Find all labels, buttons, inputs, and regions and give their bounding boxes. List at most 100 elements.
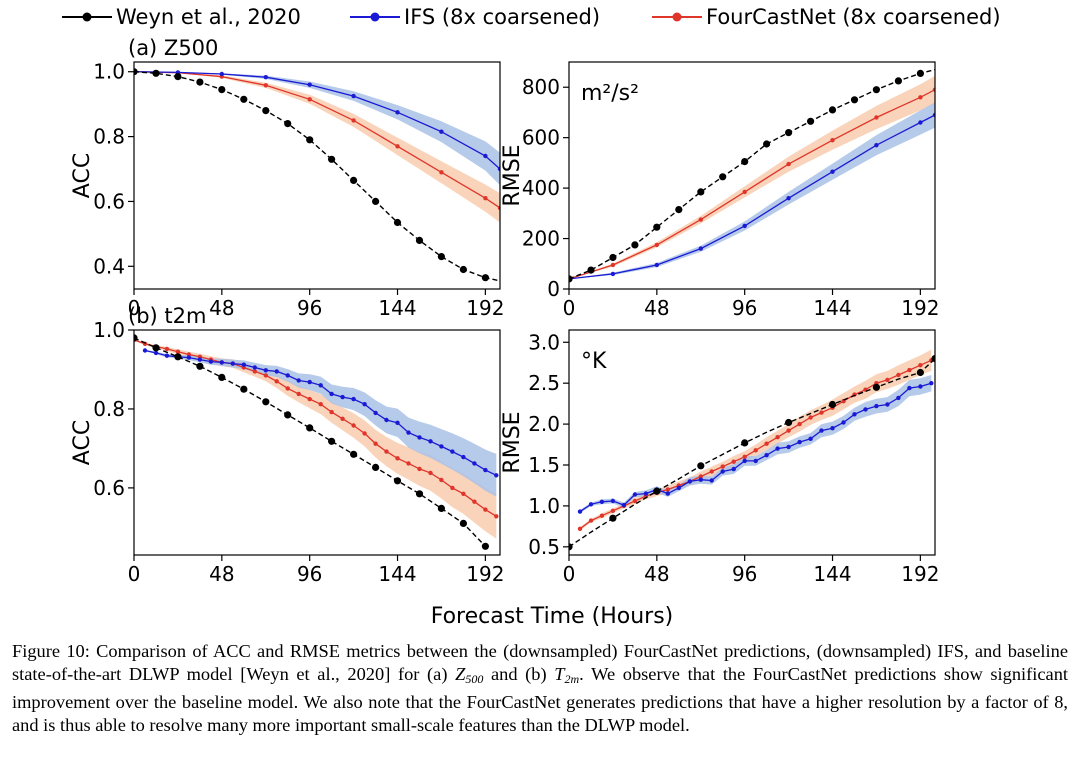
caption-text-2: and (b) [483, 664, 555, 684]
chart-panels: 0 48 96 144 192 0.4 0.6 0.8 1.0 ACC (a) Z500 0 48 96 1… [70, 36, 939, 586]
point-weyn-rmse_z500 [763, 140, 771, 148]
point-ifs-acc_t2m [274, 369, 279, 374]
axes-frame-acc_z500 [133, 61, 501, 290]
panel-title-acc_z500: (a) Z500 [128, 36, 218, 60]
y-tick-label-rmse_t2m: 0.5 [528, 535, 560, 559]
point-fcn-acc_t2m [296, 391, 301, 397]
y-axis-label-rmse_t2m: RMSE [500, 411, 525, 473]
point-ifs-acc_z500 [395, 110, 400, 115]
point-weyn-rmse_z500 [609, 253, 617, 262]
x-tick-label-acc_t2m: 48 [209, 562, 234, 586]
point-ifs-acc_t2m [164, 353, 170, 358]
point-ifs-acc_t2m [373, 410, 378, 416]
panel-title-acc_t2m: (b) t2m [128, 304, 206, 328]
point-ifs-rmse_t2m [907, 385, 912, 391]
point-ifs-rmse_t2m [863, 407, 868, 412]
point-ifs-acc_z500 [307, 82, 312, 87]
point-ifs-acc_t2m [197, 357, 203, 362]
point-weyn-acc_t2m [174, 353, 182, 361]
point-ifs-rmse_t2m [775, 446, 780, 451]
point-ifs-acc_z500 [263, 75, 268, 80]
point-weyn-rmse_t2m [653, 487, 661, 495]
point-ifs-rmse_t2m [698, 477, 703, 482]
y-axis-label-acc_z500: ACC [70, 153, 95, 198]
point-ifs-rmse_z500 [742, 223, 747, 229]
point-fcn-acc_z500 [483, 196, 488, 201]
x-tick-label-acc_z500: 0 [128, 296, 141, 320]
y-axis-label-rmse_z500: RMSE [500, 144, 525, 206]
point-fcn-acc_t2m [417, 466, 422, 472]
point-weyn-acc_z500 [134, 68, 138, 76]
point-fcn-acc_t2m [340, 416, 345, 421]
point-fcn-rmse_t2m [918, 363, 923, 368]
panel-rmse_z500: 0 48 96 144 192 0 200 400 600 800 RMSE m²/s² [500, 61, 939, 320]
point-fcn-rmse_t2m [775, 435, 780, 440]
figure: Weyn et al., 2020 IFS (8x coarsened) FourC… [62, 5, 1001, 629]
y-tick-label-acc_z500: 0.8 [93, 125, 125, 149]
point-fcn-acc_t2m [384, 449, 389, 454]
point-fcn-acc_t2m [461, 491, 466, 496]
legend-label-ifs: IFS (8x coarsened) [404, 5, 600, 29]
point-ifs-rmse_t2m [610, 498, 616, 504]
point-fcn-acc_t2m [428, 470, 433, 476]
caption-subscript-2m: 2m [564, 672, 580, 686]
x-tick-label-rmse_z500: 48 [644, 296, 669, 320]
point-ifs-rmse_z500 [786, 196, 791, 201]
point-fcn-acc_t2m [318, 402, 323, 407]
point-fcn-rmse_t2m [819, 410, 824, 415]
point-ifs-acc_t2m [241, 362, 246, 367]
point-weyn-rmse_z500 [828, 106, 837, 114]
panel-acc_t2m: 0 48 96 144 192 0.6 0.8 1.0 ACC (b) t2m [70, 304, 504, 586]
point-fcn-acc_t2m [263, 373, 268, 378]
point-fcn-rmse_z500 [698, 217, 703, 222]
point-weyn-acc_z500 [393, 218, 402, 227]
x-tick-label-acc_t2m: 192 [466, 562, 504, 586]
point-ifs-rmse_t2m [885, 402, 890, 407]
point-ifs-rmse_t2m [687, 479, 692, 484]
point-weyn-rmse_t2m [828, 400, 837, 409]
point-fcn-rmse_t2m [786, 428, 791, 433]
point-weyn-rmse_t2m [872, 383, 881, 391]
point-weyn-rmse_z500 [785, 129, 793, 137]
point-ifs-rmse_t2m [577, 509, 583, 514]
point-ifs-acc_t2m [461, 454, 466, 460]
y-tick-label-rmse_z500: 400 [522, 176, 560, 200]
plot-area-acc_t2m [134, 334, 499, 550]
point-fcn-rmse_t2m [896, 372, 901, 378]
x-tick-label-rmse_z500: 0 [563, 296, 576, 320]
line-fcn-acc_t2m [134, 339, 497, 517]
plot-area-acc_z500 [134, 68, 500, 282]
point-ifs-acc_t2m [395, 420, 400, 425]
point-ifs-rmse_t2m [676, 485, 681, 491]
point-ifs-acc_t2m [362, 402, 367, 407]
point-weyn-rmse_t2m [741, 439, 749, 447]
point-weyn-acc_t2m [196, 362, 204, 370]
y-tick-label-rmse_z500: 200 [522, 227, 560, 251]
point-weyn-acc_z500 [174, 73, 182, 81]
point-ifs-rmse_t2m [841, 420, 846, 425]
point-weyn-acc_t2m [262, 398, 270, 406]
point-ifs-acc_t2m [483, 467, 488, 473]
point-weyn-rmse_z500 [872, 86, 881, 94]
point-weyn-acc_z500 [196, 78, 204, 86]
plot-area-rmse_z500 [569, 68, 935, 283]
point-fcn-rmse_t2m [742, 454, 747, 459]
y-tick-label-acc_z500: 1.0 [93, 60, 125, 84]
point-fcn-acc_t2m [483, 507, 488, 512]
line-fcn-acc_z500 [134, 71, 500, 209]
point-fcn-acc_z500 [395, 144, 400, 149]
point-ifs-acc_t2m [219, 360, 224, 365]
point-weyn-acc_z500 [372, 197, 380, 205]
point-ifs-rmse_t2m [665, 491, 670, 496]
point-weyn-rmse_z500 [807, 117, 815, 125]
point-ifs-rmse_t2m [896, 395, 901, 401]
x-tick-label-acc_z500: 48 [209, 296, 234, 320]
point-weyn-acc_t2m [481, 542, 489, 550]
point-ifs-acc_t2m [285, 373, 290, 378]
point-weyn-rmse_t2m [785, 418, 793, 427]
point-ifs-rmse_z500 [698, 246, 703, 251]
x-tick-label-rmse_t2m: 192 [901, 562, 939, 586]
y-tick-label-rmse_t2m: 2.0 [528, 412, 560, 436]
x-tick-label-rmse_t2m: 48 [644, 562, 669, 586]
line-fcn-rmse_z500 [569, 89, 935, 280]
